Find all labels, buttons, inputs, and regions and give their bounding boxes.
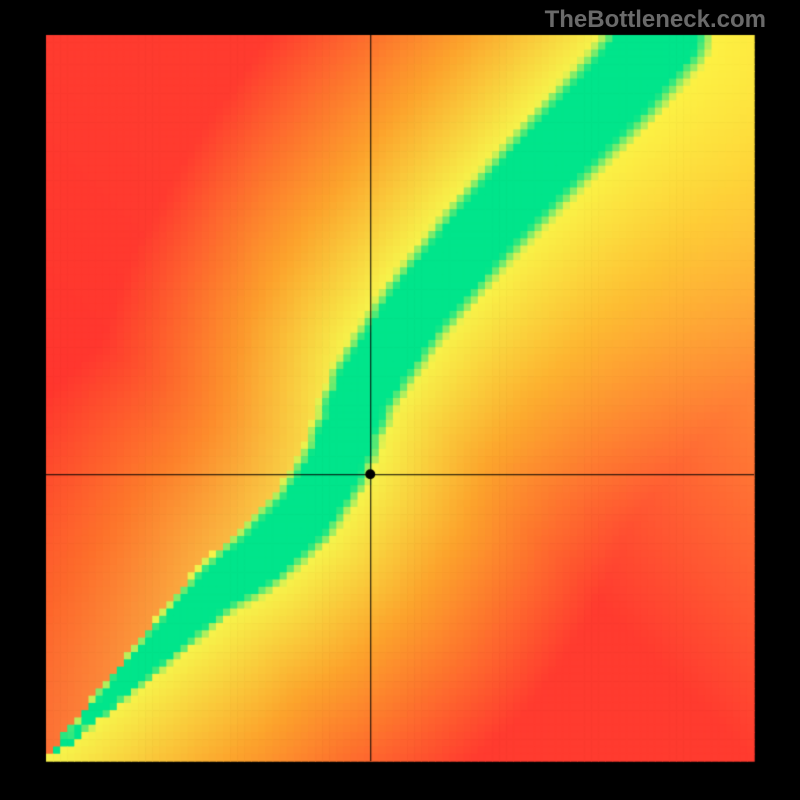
watermark-text: TheBottleneck.com xyxy=(545,6,766,34)
heatmap-canvas xyxy=(0,0,800,800)
chart-container: TheBottleneck.com xyxy=(0,0,800,800)
